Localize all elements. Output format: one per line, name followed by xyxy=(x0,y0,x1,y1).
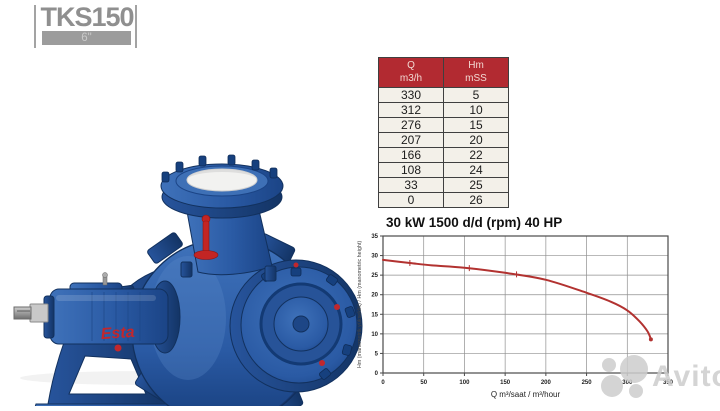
table-row: 276 15 xyxy=(378,117,509,133)
pump-cover-center xyxy=(292,315,310,333)
svg-text:300: 300 xyxy=(622,380,633,386)
table-cell: 330 xyxy=(378,87,444,103)
svg-text:25: 25 xyxy=(371,273,378,279)
performance-chart: 30 kW 1500 d/d (rpm) 40 HP 0 50 100 150 200 2… xyxy=(353,213,720,406)
svg-text:35: 35 xyxy=(371,234,378,240)
pump-brand-dot xyxy=(114,344,122,352)
table-cell: 33 xyxy=(378,177,444,193)
pump-housing-ribs xyxy=(91,292,141,341)
watermark-text: Avito xyxy=(652,360,720,393)
svg-text:5: 5 xyxy=(375,351,379,357)
pump-grease-nipple-head xyxy=(102,272,108,278)
performance-table-body: 330 5 312 10 276 15 207 20 166 22 108 24 33 25 0 26 xyxy=(378,87,509,208)
watermark: Avito xyxy=(596,354,720,400)
model-name: TKS150 xyxy=(40,2,134,32)
svg-text:Q m³/saat / m³/hour: Q m³/saat / m³/hour xyxy=(491,390,561,399)
pump-photo: Esta xyxy=(0,60,365,411)
table-cell: 10 xyxy=(443,102,509,118)
table-cell: 25 xyxy=(443,177,509,193)
table-cell: 5 xyxy=(443,87,509,103)
table-cell: 207 xyxy=(378,132,444,148)
table-cell: 24 xyxy=(443,162,509,178)
table-header-col2: Hm mSS xyxy=(443,57,509,88)
svg-text:20: 20 xyxy=(371,293,378,299)
svg-text:350: 350 xyxy=(663,380,674,386)
size-label: 6" xyxy=(81,32,92,44)
table-cell: 276 xyxy=(378,117,444,133)
table-row: 207 20 xyxy=(378,132,509,148)
pump-image: Esta xyxy=(13,154,363,411)
table-cell: 0 xyxy=(378,192,444,208)
table-cell: 22 xyxy=(443,147,509,163)
pump-cover-bolts xyxy=(260,267,356,380)
avito-logo-icon xyxy=(601,355,648,398)
table-cell: 312 xyxy=(378,102,444,118)
table-cell: 26 xyxy=(443,192,509,208)
svg-text:250: 250 xyxy=(582,380,593,386)
brand-right-bar xyxy=(135,5,137,48)
pump-red-bolts xyxy=(293,262,340,366)
svg-text:10: 10 xyxy=(371,332,378,338)
table-row: 312 10 xyxy=(378,102,509,118)
svg-text:15: 15 xyxy=(371,312,378,318)
pump-shaft-collar xyxy=(29,303,49,323)
pump-flange-bolts xyxy=(161,154,278,183)
chart-title: 30 kW 1500 d/d (rpm) 40 HP xyxy=(386,215,563,230)
table-cell: 20 xyxy=(443,132,509,148)
pump-housing-highlight xyxy=(56,295,156,301)
table-row: 0 26 xyxy=(378,192,509,208)
table-cell: 166 xyxy=(378,147,444,163)
table-row: 33 25 xyxy=(378,177,509,193)
svg-text:Hm (manometrik yükseklik) / Hm: Hm (manometrik yükseklik) / Hm (manometr… xyxy=(357,241,363,369)
pump-priming-lever xyxy=(202,220,210,255)
table-row: 166 22 xyxy=(378,147,509,163)
svg-text:0: 0 xyxy=(381,380,385,386)
chart-canvas: 0 50 100 150 200 250 300 350 0 5 10 15 20 25 30 35 Q m³/… xyxy=(357,234,674,399)
svg-text:50: 50 xyxy=(420,380,427,386)
svg-text:150: 150 xyxy=(500,380,511,386)
pump-opening-shadow xyxy=(187,169,257,180)
table-cell: 15 xyxy=(443,117,509,133)
pump-lever-base xyxy=(193,250,219,260)
svg-text:200: 200 xyxy=(541,380,552,386)
pump-neck-bolt-left xyxy=(180,261,193,278)
table-cell: 108 xyxy=(378,162,444,178)
brand-left-bar xyxy=(34,5,36,48)
size-badge: 6" xyxy=(42,31,131,45)
pump-brand-script: Esta xyxy=(100,324,135,343)
svg-text:30: 30 xyxy=(371,254,378,260)
svg-text:0: 0 xyxy=(375,371,379,377)
table-row: 330 5 xyxy=(378,87,509,103)
pump-shaft xyxy=(13,306,32,320)
svg-text:100: 100 xyxy=(459,380,470,386)
table-row: 108 24 xyxy=(378,162,509,178)
pump-neck-bolt-right xyxy=(264,265,277,282)
